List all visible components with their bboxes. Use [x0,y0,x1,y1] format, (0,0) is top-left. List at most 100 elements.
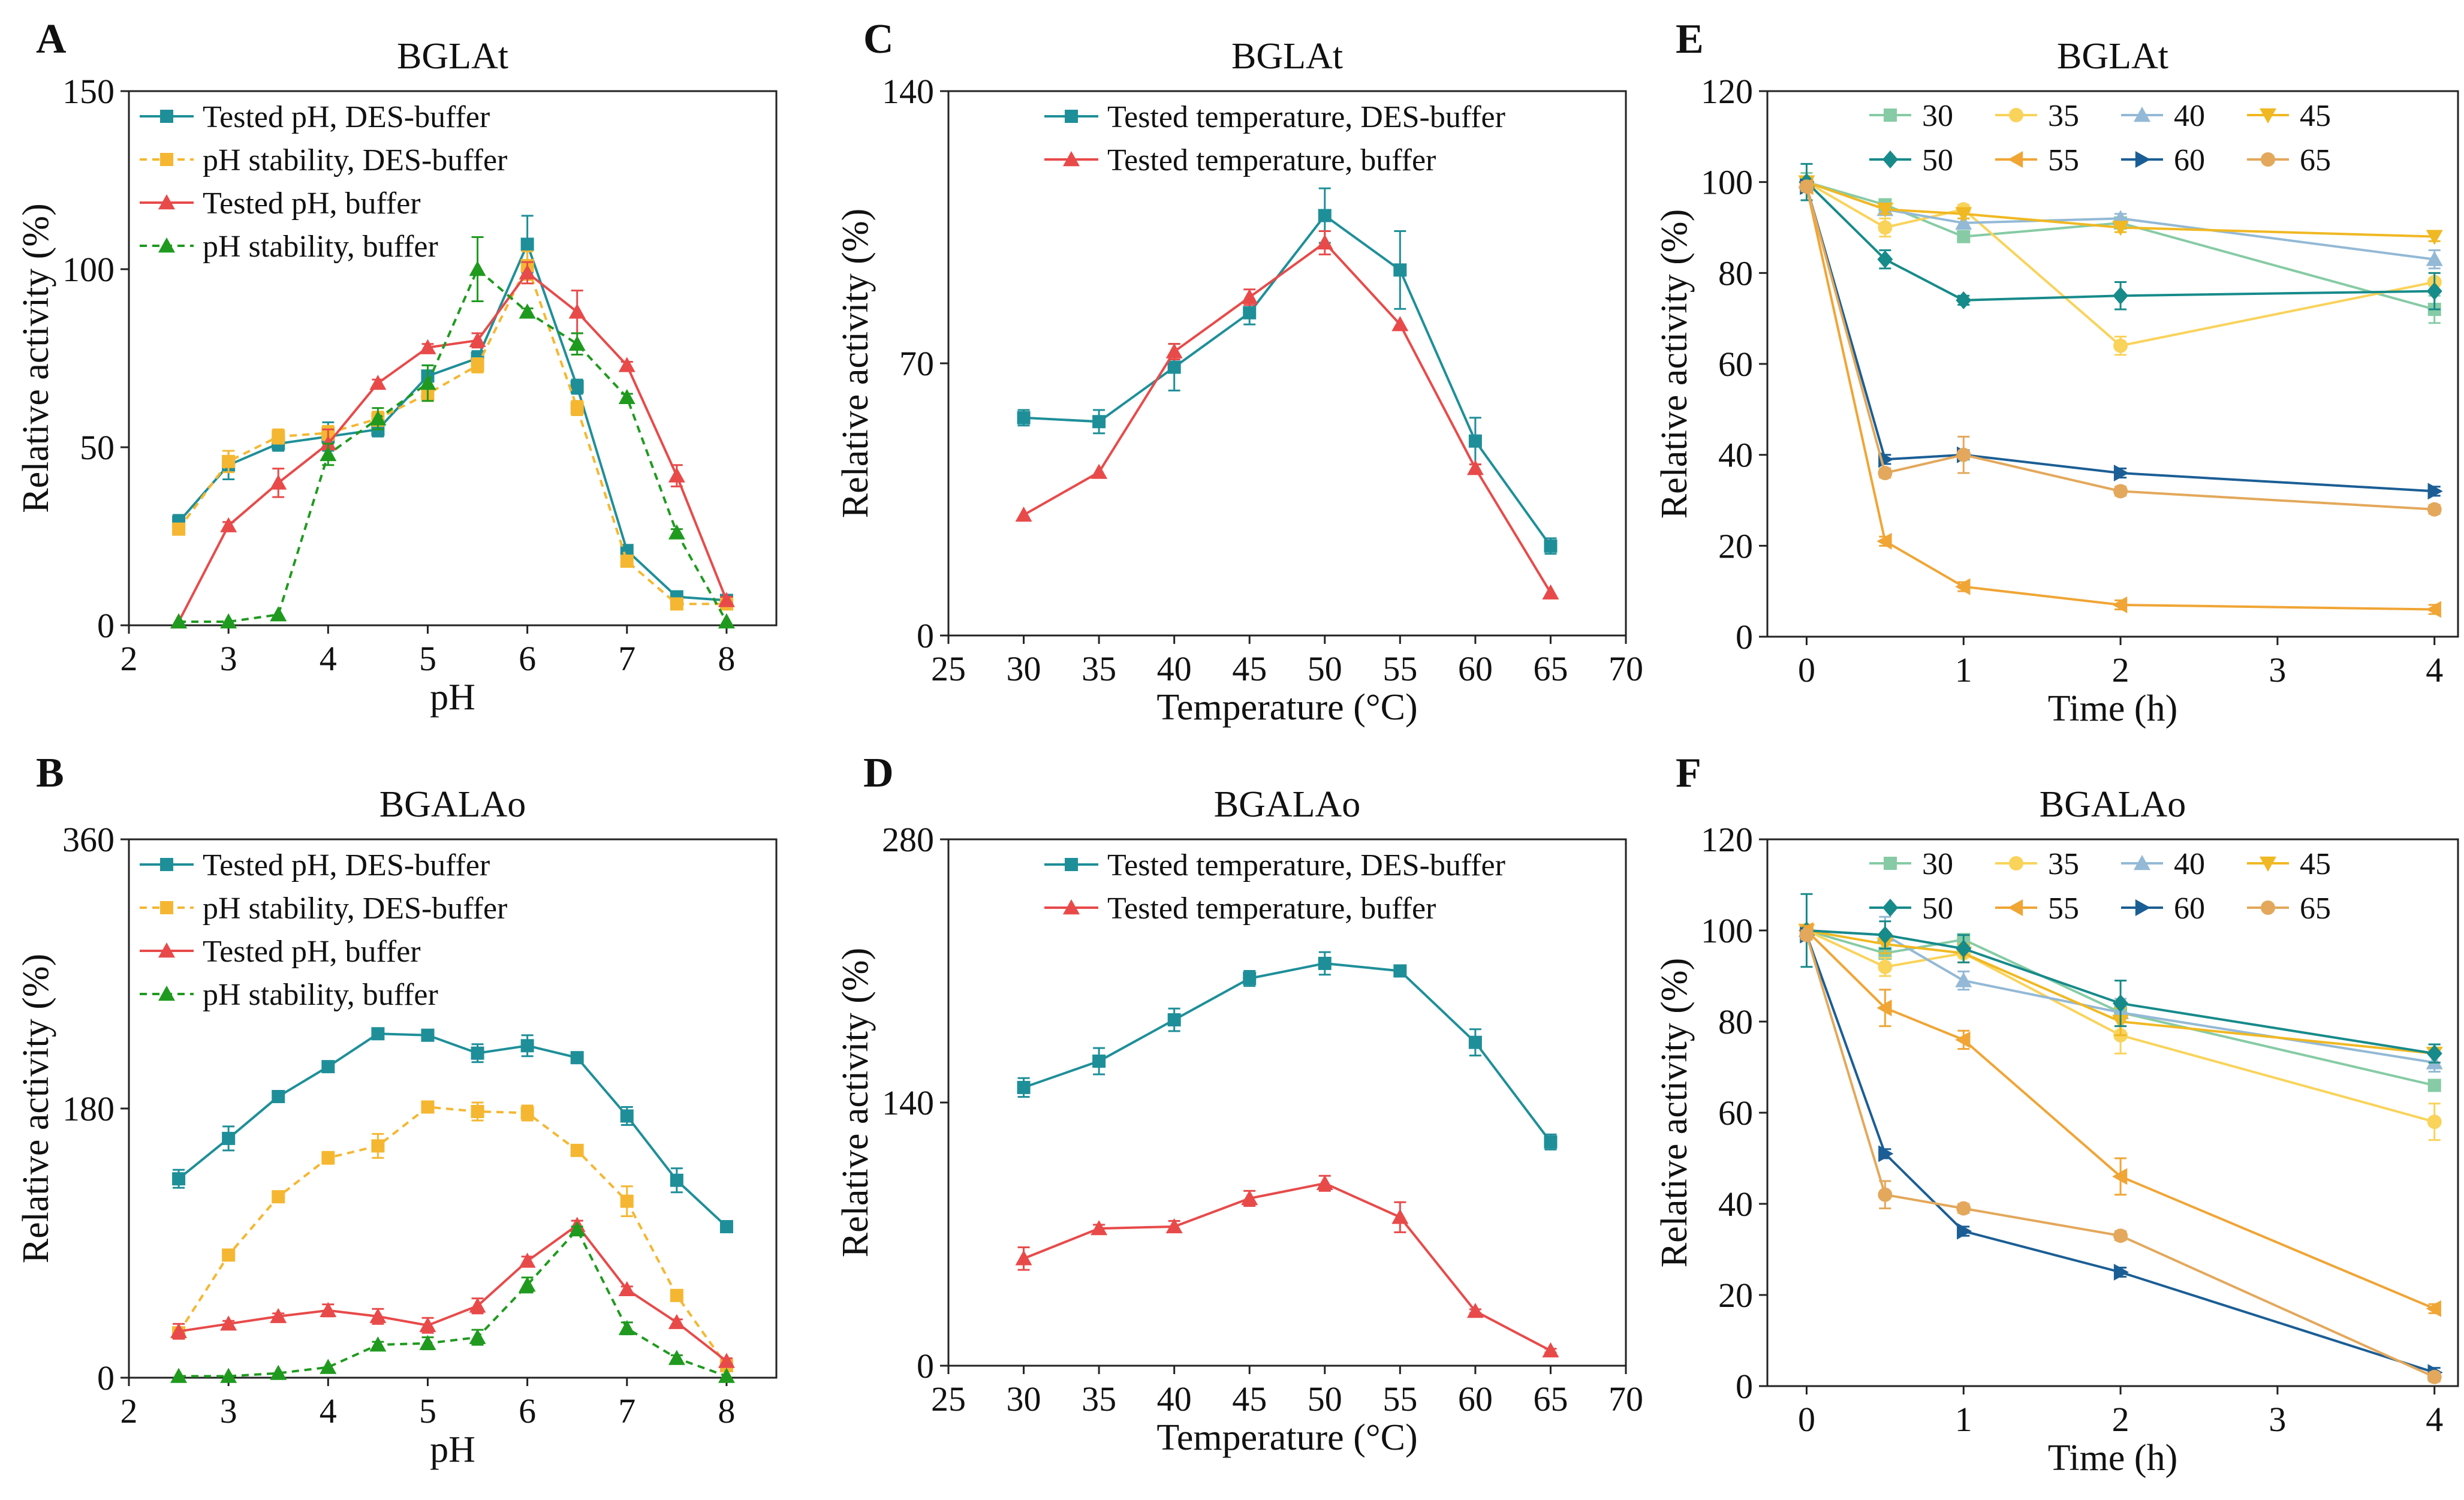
data-point [1316,234,1333,250]
series-e-4 [1799,162,2442,311]
data-point [568,335,586,351]
data-point [519,264,536,280]
y-axis-label: Relative activity (%) [16,203,56,513]
legend-label: 35 [2048,99,2079,133]
legend-label: 45 [2300,847,2331,881]
data-point [620,1109,634,1123]
data-point [520,1039,534,1053]
data-point [568,303,586,319]
data-point [520,237,534,251]
x-tick-label: 4 [320,1391,337,1430]
data-point [1318,209,1332,222]
y-tick-label: 20 [1718,1276,1753,1315]
legend: Tested temperature, DES-buffer Tested tem… [1044,848,1505,926]
x-tick-label: 60 [1458,649,1493,688]
legend-swatch-marker [1065,858,1078,871]
plot-frame [128,90,778,626]
data-point [570,380,584,394]
y-tick-label: 0 [1736,1367,1753,1406]
data-point [369,410,387,426]
data-point [618,388,635,405]
data-point [1015,1250,1032,1266]
x-tick-label: 2 [121,1391,138,1430]
legend-label: 40 [2174,847,2205,881]
x-tick-label: 3 [220,1391,237,1430]
data-point [222,454,236,468]
data-point [1468,434,1482,448]
data-point [1165,343,1183,359]
series-line [177,240,727,602]
legend-label: 50 [1922,143,1953,177]
y-tick-label: 50 [80,428,115,467]
data-point [2426,601,2441,618]
legend-label: Tested pH, DES-buffer [203,848,490,882]
legend-swatch-marker [158,942,175,958]
legend-swatch-marker [2135,151,2150,168]
data-point [1876,999,1892,1017]
data-point [570,1051,584,1065]
data-point [1167,1013,1181,1027]
data-point [1468,1035,1482,1049]
data-point [170,1323,188,1338]
legend-label: 55 [2048,143,2079,177]
x-tick-label: 70 [1608,1379,1643,1418]
data-point [1957,1222,1972,1240]
data-point [718,1353,735,1368]
x-axis-label: Temperature (°C) [1156,1417,1417,1458]
data-point [2426,282,2442,300]
data-point [321,1151,335,1165]
data-point [1542,584,1559,600]
data-point [222,1248,236,1262]
chart-title: BGALAo [2040,784,2186,825]
legend-label: Tested temperature, DES-buffer [1107,100,1505,134]
legend-swatch-marker [158,237,175,253]
data-point [471,359,484,372]
data-point [668,524,685,540]
y-axis-label: Relative activity (%) [1654,209,1695,519]
data-point [1878,220,1893,235]
data-point [1165,1218,1183,1234]
legend-swatch-marker [160,901,173,914]
data-point [1316,1174,1333,1191]
series-line [1805,186,2435,611]
data-point [570,401,584,415]
data-point [1466,460,1484,475]
data-point [670,1173,683,1187]
data-point [1243,306,1257,320]
series-line [178,1223,728,1363]
data-point [1957,230,1971,243]
panel-d: D BGALAo 25 30 35 40 45 50 55 60 65 70 0 140 280 Temper… [835,750,1643,1458]
series-line [1023,213,1552,547]
series-d-0 [1017,951,1558,1150]
data-point [719,1220,733,1234]
y-tick-label: 280 [882,820,934,859]
data-point [1241,1189,1258,1206]
y-tick-label: 140 [882,1083,934,1122]
legend-swatch-marker [1065,110,1078,123]
chart-title: BGALAo [379,784,526,825]
y-tick-label: 0 [1736,618,1753,656]
legend-label: 60 [2174,143,2205,177]
x-tick-label: 3 [2269,1400,2286,1439]
panel-a: A BGLAt 2 3 4 5 6 7 8 0 50 100 150 pH Relative activit… [16,16,778,718]
x-tick-label: 40 [1157,649,1192,688]
legend-swatch-marker [158,194,175,210]
data-point [1243,972,1257,986]
data-point [371,1139,385,1153]
series-line [179,1227,727,1378]
y-tick-label: 100 [1701,911,1753,950]
series-c-0 [1017,187,1558,555]
chart-title: BGLAt [397,36,508,77]
data-point [1393,263,1407,277]
data-point [718,613,735,629]
legend-label: Tested temperature, buffer [1107,143,1436,177]
data-point [1876,532,1892,550]
y-tick-label: 0 [97,1359,115,1397]
x-tick-label: 2 [2112,650,2129,689]
legend-swatch-marker [2134,855,2150,871]
legend-label: 30 [1922,847,1953,881]
x-axis-label: pH [430,1429,475,1470]
legend-label: 55 [2048,891,2079,926]
